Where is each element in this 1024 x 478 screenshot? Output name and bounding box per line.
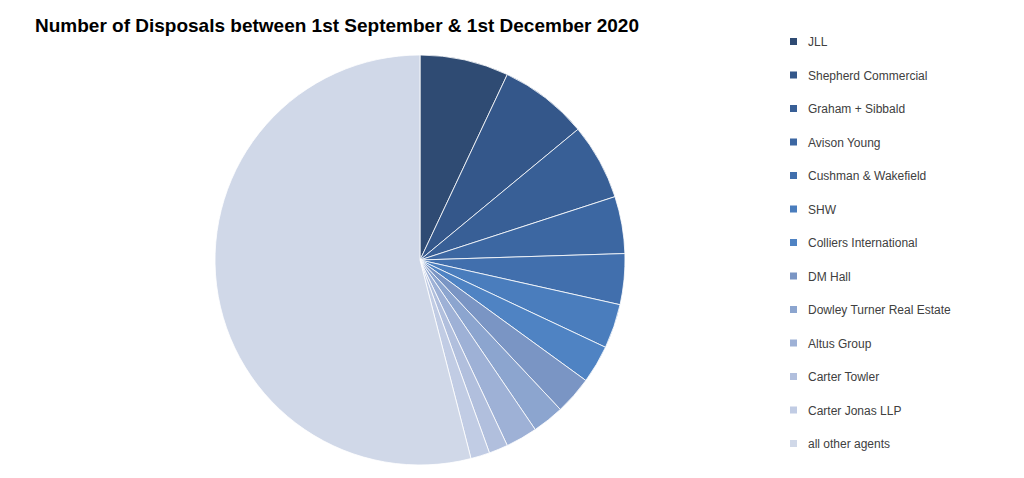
- legend-label: JLL: [808, 35, 828, 49]
- legend-label: Avison Young: [808, 136, 881, 150]
- legend-swatch: [790, 407, 797, 414]
- legend-swatch: [790, 105, 797, 112]
- legend-label: Shepherd Commercial: [808, 69, 927, 83]
- legend-swatch: [790, 373, 797, 380]
- legend-label: Graham + Sibbald: [808, 102, 905, 116]
- slice: [420, 197, 625, 260]
- legend-label: SHW: [808, 203, 837, 217]
- slice: [215, 55, 471, 465]
- legend-label: Carter Towler: [808, 370, 879, 384]
- legend-label: all other agents: [808, 437, 890, 451]
- legend-label: Carter Jonas LLP: [808, 404, 901, 418]
- legend-label: DM Hall: [808, 270, 851, 284]
- legend-swatch: [790, 273, 797, 280]
- legend: JLL Shepherd Commercial Graham + Sibbald Av…: [790, 35, 951, 451]
- pie: [215, 55, 625, 465]
- legend-label: Colliers International: [808, 236, 917, 250]
- legend-swatch: [790, 139, 797, 146]
- legend-swatch: [790, 239, 797, 246]
- legend-swatch: [790, 340, 797, 347]
- legend-swatch: [790, 206, 797, 213]
- legend-swatch: [790, 172, 797, 179]
- legend-label: Altus Group: [808, 337, 872, 351]
- chart: Number of Disposals between 1st Septembe…: [0, 0, 1024, 478]
- title: Number of Disposals between 1st Septembe…: [35, 15, 639, 36]
- legend-swatch: [790, 306, 797, 313]
- legend-label: Cushman & Wakefield: [808, 169, 926, 183]
- legend-swatch: [790, 38, 797, 45]
- legend-swatch: [790, 72, 797, 79]
- legend-label: Dowley Turner Real Estate: [808, 303, 951, 317]
- legend-swatch: [790, 440, 797, 447]
